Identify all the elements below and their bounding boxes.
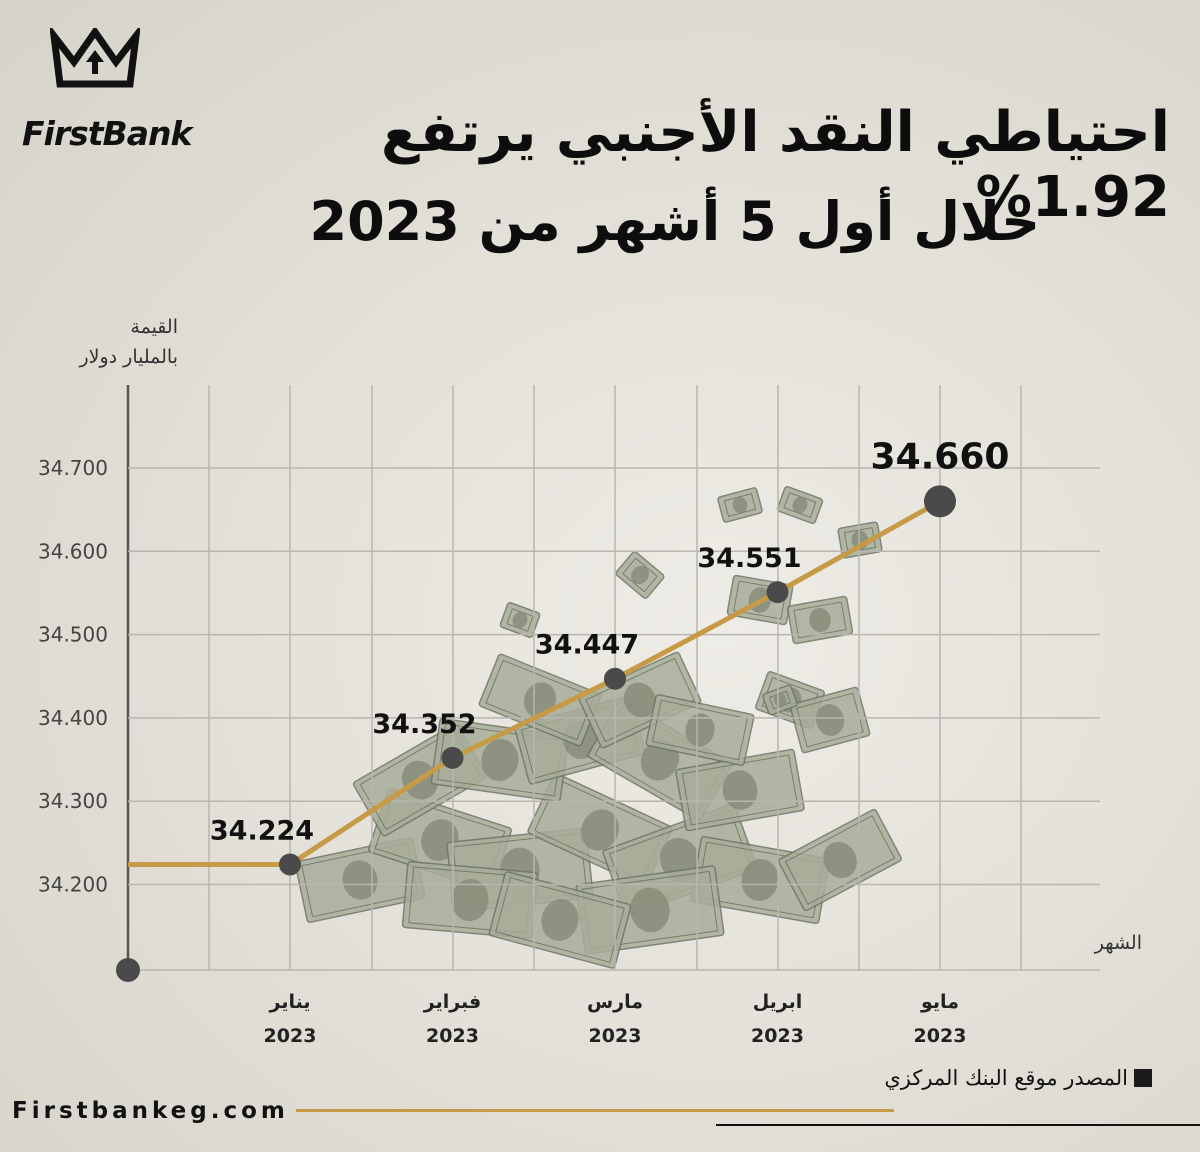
y-tick-labels: 34.200 34.300 34.400 34.500 34.600 34.700 xyxy=(38,456,108,897)
black-divider xyxy=(716,1124,1200,1126)
data-point xyxy=(604,667,626,690)
category-month-label: ابريل xyxy=(753,991,803,1013)
x-axis-label: الشهر xyxy=(1094,932,1142,954)
page-title-line1: احتياطي النقد الأجنبي يرتفع 1.92% xyxy=(380,100,1170,230)
y-axis-label: القيمة بالمليار دولار xyxy=(30,312,178,372)
data-point xyxy=(766,581,789,604)
square-bullet-icon xyxy=(1134,1069,1152,1087)
y-tick-label: 34.500 xyxy=(38,623,108,647)
banknote xyxy=(786,595,854,645)
y-tick-label: 34.200 xyxy=(38,873,108,897)
data-labels: 34.224 34.352 34.447 34.551 34.660 xyxy=(210,436,1010,846)
series-line xyxy=(128,499,942,868)
firstbank-logo: FirstBank xyxy=(18,28,192,153)
banknote xyxy=(789,686,871,754)
money-pile-illustration xyxy=(294,486,902,969)
banknote xyxy=(778,808,902,912)
gold-divider xyxy=(296,1109,894,1112)
data-point xyxy=(924,485,956,518)
series-path xyxy=(128,499,942,868)
category-year-label: 2023 xyxy=(751,1025,804,1047)
category-month-label: يناير xyxy=(269,991,311,1013)
y-tick-label: 34.300 xyxy=(38,789,108,813)
data-label: 34.224 xyxy=(210,816,314,847)
y-axis-label-line2: بالمليار دولار xyxy=(79,346,178,368)
banknote xyxy=(776,486,824,524)
category-month-label: فبراير xyxy=(423,991,481,1013)
y-tick-label: 34.700 xyxy=(38,456,108,480)
data-label: 34.660 xyxy=(871,436,1010,477)
category-year-label: 2023 xyxy=(914,1025,967,1047)
category-year-label: 2023 xyxy=(426,1025,479,1047)
y-tick-label: 34.400 xyxy=(38,706,108,730)
category-month-label: مايو xyxy=(920,991,959,1013)
category-year-label: 2023 xyxy=(264,1025,317,1047)
category-labels: يناير 2023 فبراير 2023 مارس 2023 ابريل 2023 مايو… xyxy=(264,991,967,1047)
banknote xyxy=(615,551,665,599)
data-label: 34.352 xyxy=(372,709,476,740)
data-label: 34.447 xyxy=(535,630,639,661)
y-tick-label: 34.600 xyxy=(38,539,108,563)
website-url[interactable]: Firstbankeg.com xyxy=(12,1098,289,1124)
source-text: المصدر موقع البنك المركزي xyxy=(884,1066,1128,1090)
banknote xyxy=(645,693,755,767)
data-label: 34.551 xyxy=(697,543,801,574)
data-points xyxy=(279,485,956,876)
crown-icon xyxy=(50,28,140,88)
page-title-line2: خلال أول 5 أشهر من 2023 xyxy=(309,190,1040,253)
category-month-label: مارس xyxy=(587,991,643,1013)
category-year-label: 2023 xyxy=(589,1025,642,1047)
y-axis-label-line1: القيمة xyxy=(130,316,178,338)
origin-point xyxy=(116,958,140,982)
source-note: المصدر موقع البنك المركزي xyxy=(884,1066,1152,1090)
banknote xyxy=(675,748,805,832)
banknote xyxy=(717,487,763,523)
banknote xyxy=(488,871,632,969)
data-point xyxy=(279,853,301,876)
data-point xyxy=(441,746,464,769)
banknote xyxy=(499,602,541,638)
brand-name: FirstBank xyxy=(22,114,192,153)
